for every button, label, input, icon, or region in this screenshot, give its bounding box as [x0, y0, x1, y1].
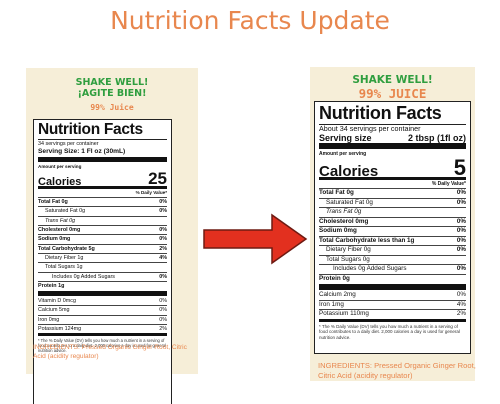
shake-well-text: SHAKE WELL!	[75, 77, 149, 88]
nutrient-row: Cholesterol 0mg 0%	[319, 216, 466, 225]
medium-divider	[38, 186, 167, 189]
nutrient-row: Total Sugars 0g	[319, 254, 466, 265]
nutrition-facts-title: Nutrition Facts	[319, 103, 442, 123]
vitamin-row: Potassium 110mg 2%	[319, 309, 466, 317]
new-nutrition-facts-panel: Nutrition Facts About 34 servings per co…	[314, 101, 471, 354]
medium-divider	[38, 333, 167, 336]
new-ingredients-text: INGREDIENTS: Pressed Organic Ginger Root…	[318, 361, 476, 380]
amount-per-serving: Amount per serving	[319, 151, 367, 157]
nutrition-facts-title: Nutrition Facts	[38, 121, 143, 138]
daily-value-header: % Daily Value*	[135, 189, 167, 195]
nutrient-row: Total Fat 0g 0%	[38, 197, 167, 206]
vitamin-row: Calcium 5mg 0%	[38, 305, 167, 314]
thick-divider	[38, 157, 167, 163]
servings-per-container: About 34 servings per container	[319, 124, 421, 133]
juice-percentage: 99% JUICE	[358, 86, 427, 101]
servings-per-container: 34 servings per container	[38, 140, 99, 147]
nutrient-rows: Total Fat 0g 0% Saturated Fat 0g 0% Trans …	[38, 197, 167, 290]
agite-bien-text: ¡AGITE BIEN!	[77, 88, 147, 99]
right-arrow-icon	[203, 213, 308, 265]
calories-value: 25	[148, 169, 167, 189]
nutrient-row: Saturated Fat 0g 0%	[38, 206, 167, 215]
thick-divider	[319, 284, 466, 290]
nutrient-row: Protein 0g	[319, 273, 466, 284]
amount-per-serving: Amount per serving	[38, 164, 82, 170]
juice-percentage: 99% Juice	[90, 103, 134, 112]
nutrient-row: Dietary Fiber 0g 0%	[319, 245, 466, 255]
nutrient-row: Dietary Fiber 1g 4%	[38, 252, 167, 262]
nutrient-row: Total Sugars 1g	[38, 262, 167, 271]
serving-size-label: Serving size	[319, 132, 372, 143]
nutrient-row: Protein 1g	[38, 280, 167, 290]
shake-well-text: SHAKE WELL!	[352, 74, 433, 86]
vitamin-row: Potassium 124mg 2%	[38, 324, 167, 333]
nutrient-row: Sodium 0mg 0%	[319, 226, 466, 234]
vitamin-row: Iron 0mg 0%	[38, 314, 167, 323]
vitamin-row: Iron 1mg 4%	[319, 299, 466, 308]
nutrient-rows: Total Fat 0g 0% Saturated Fat 0g 0% Trans …	[319, 188, 466, 283]
nutrient-row: Total Carbohydrate 5g 2%	[38, 243, 167, 252]
vitamin-rows: Vitamin D 0mcg 0% Calcium 5mg 0% Iron 0mg 0…	[38, 297, 167, 333]
nutrient-row: Sodium 0mg 0%	[38, 234, 167, 243]
serving-size: Serving Size: 1 Fl oz (30mL)	[38, 147, 126, 155]
calories-label: Calories	[319, 163, 379, 180]
nutrient-row: Includes 0g Added Sugars 0%	[38, 271, 167, 281]
daily-value-footnote: * The % Daily Value (DV) tells you how m…	[38, 337, 167, 354]
page-title: Nutrition Facts Update	[110, 6, 390, 35]
old-nutrition-facts-panel: Nutrition Facts 34 servings per containe…	[33, 119, 172, 404]
nutrient-row: Trans Fat 0g	[38, 215, 167, 225]
old-ingredients-text: INGREDIENTS: Pressed Organic Ginger Root…	[33, 344, 187, 360]
vitamin-row: Vitamin D 0mcg 0%	[38, 298, 167, 305]
medium-divider	[319, 318, 466, 322]
old-label-card: SHAKE WELL! ¡AGITE BIEN! 99% Juice Nutri…	[26, 68, 198, 404]
new-label-card: SHAKE WELL! 99% JUICE Nutrition Facts Ab…	[310, 67, 475, 381]
nutrient-row: Total Carbohydrate less than 1g 0%	[319, 235, 466, 244]
thick-divider	[319, 143, 466, 149]
medium-divider	[319, 176, 466, 180]
nutrient-row: Saturated Fat 0g 0%	[319, 197, 466, 208]
daily-value-header: % Daily Value*	[431, 180, 466, 187]
calories-label: Calories	[38, 176, 82, 189]
nutrient-row: Total Fat 0g 0%	[319, 188, 466, 196]
daily-value-footnote: * The % Daily Value (DV) tells you how m…	[319, 323, 460, 340]
calories-value: 5	[453, 154, 466, 180]
vitamin-row: Calcium 2mg 0%	[319, 291, 466, 298]
thick-divider	[38, 291, 167, 297]
nutrient-row: Cholesterol 0mg 0%	[38, 225, 167, 234]
nutrient-row: Trans Fat 0g	[319, 207, 466, 217]
serving-size-value: 2 tbsp (1fl oz)	[408, 132, 466, 143]
vitamin-rows: Calcium 2mg 0% Iron 1mg 4% Potassium 110mg…	[319, 291, 466, 319]
nutrient-row: Includes 0g Added Sugars 0%	[319, 264, 466, 274]
